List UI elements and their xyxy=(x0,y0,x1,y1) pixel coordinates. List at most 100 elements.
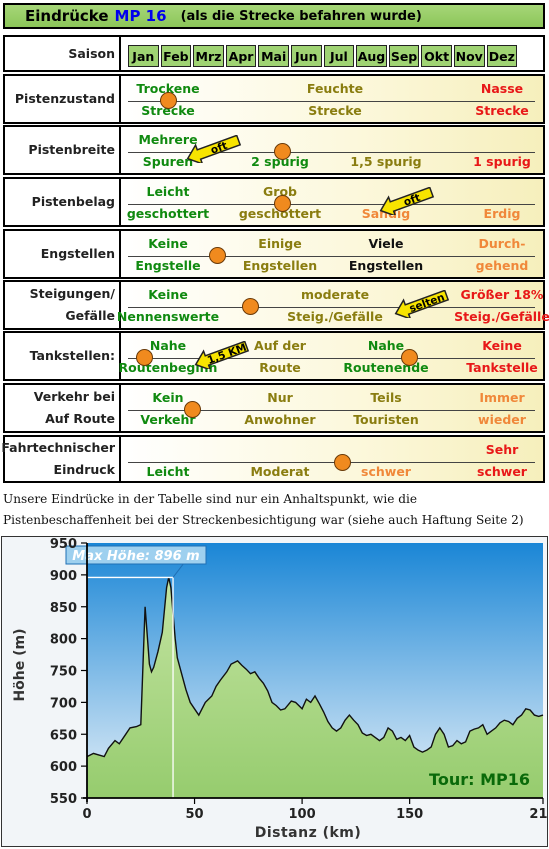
row-label-fahrtechnik: Fahrtechnischer Eindruck xyxy=(1,437,121,481)
scale-text-bottom: Strecke xyxy=(308,103,362,118)
scale-text-top: Kein xyxy=(152,390,184,405)
row-scale-engstellen: Keine Engstelle Einige Engstellen Viele Engst… xyxy=(122,231,543,277)
scale-text-bottom: Spuren xyxy=(142,154,194,169)
y-tick-label: 950 xyxy=(50,537,77,552)
row-scale-pistenzustand: Trockene Strecke Feuchte Strecke Nasse Streck… xyxy=(122,76,543,122)
scale-text-bottom: Strecke xyxy=(475,103,529,118)
header-route: MP 16 xyxy=(114,7,167,25)
row-scale-pistenbreite: Mehrere Spuren 2 spurig 1,5 spurig 1 spurig o… xyxy=(122,127,543,173)
scale-text-bottom: Steig./Gefälle xyxy=(454,309,549,324)
row-label-pistenbreite: Pistenbreite xyxy=(5,127,121,173)
scale-text-bottom: gehend xyxy=(475,258,529,273)
y-tick-label: 550 xyxy=(50,792,77,807)
month-nov: Nov xyxy=(453,45,485,67)
scale-text-bottom: Moderat xyxy=(250,464,310,479)
elevation-chart-svg: Max Höhe: 896 m Tour: MP16 550 600 650 700 750… xyxy=(12,537,549,841)
scale-line xyxy=(128,358,535,359)
table-note: Unsere Eindrücke in der Tabelle sind nur… xyxy=(3,492,524,527)
x-tick-label: 212 xyxy=(529,807,547,822)
scale-text-top: Nur xyxy=(267,390,293,405)
rating-marker-dot xyxy=(242,298,259,315)
scale-text-bottom: Engstellen xyxy=(242,258,318,273)
annotation-box xyxy=(65,545,207,565)
scale-text-bottom: schwer xyxy=(477,464,527,479)
hint-arrow-label: 1,5 KM xyxy=(206,342,248,367)
month-okt: Okt xyxy=(421,45,452,67)
hint-arrow-label: oft xyxy=(402,192,422,209)
hint-arrow: selten xyxy=(394,290,450,318)
month-jul: Jul xyxy=(323,45,355,67)
scale-text-bottom: geschottert xyxy=(238,206,322,221)
rating-marker-dot xyxy=(136,349,153,366)
scale-text-bottom: Leicht xyxy=(146,464,190,479)
row-label-pistenzustand: Pistenzustand xyxy=(5,76,121,122)
hint-arrow: oft xyxy=(379,187,435,215)
row-pistenbreite: Pistenbreite Mehrere Spuren 2 spurig 1,5 spu… xyxy=(3,125,545,175)
row-fahrtechnik: Fahrtechnischer Eindruck Leicht Moderat schw… xyxy=(1,435,545,483)
scale-text-bottom: Erdig xyxy=(483,206,521,221)
row-scale-pistenbelag: Leicht geschottert Grob geschottert Sandig Er… xyxy=(122,179,543,225)
scale-text-top: Feuchte xyxy=(306,81,364,96)
scale-text-top: Immer xyxy=(479,390,525,405)
month-apr: Apr xyxy=(225,45,257,67)
scale-text-bottom: geschottert xyxy=(126,206,210,221)
y-tick-label: 750 xyxy=(50,665,77,680)
month-jan: Jan xyxy=(128,45,159,67)
scale-text-top: Durch- xyxy=(478,236,526,251)
rating-marker-dot xyxy=(184,401,201,418)
row-verkehr: Verkehr bei Auf Route Kein Verkehr Nur Anwohn… xyxy=(3,383,545,433)
row-label-text: Tankstellen: xyxy=(29,348,115,363)
row-label-steigungen: Steigungen/Gefälle xyxy=(5,282,121,328)
scale-line xyxy=(128,462,535,463)
month-mai: Mai xyxy=(258,45,289,67)
row-scale-verkehr: Kein Verkehr Nur Anwohner Teils Touristen Imme… xyxy=(122,385,543,431)
month-sep: Sep xyxy=(388,45,420,67)
row-engstellen: Engstellen Keine Engstelle Einige Engstellen… xyxy=(3,229,545,279)
rating-marker-dot xyxy=(334,454,351,471)
month-aug: Aug xyxy=(356,45,387,67)
scale-text-top: Viele xyxy=(368,236,404,251)
y-tick-label: 900 xyxy=(50,569,77,584)
month-mrz: Mrz xyxy=(193,45,224,67)
row-label-engstellen: Engstellen xyxy=(5,231,121,277)
scale-text-bottom: Touristen xyxy=(353,412,419,427)
scale-text-top: Leicht xyxy=(146,184,190,199)
scale-text-bottom: Engstelle xyxy=(135,258,201,273)
scale-text-top: Nahe xyxy=(367,338,405,353)
max-height-label: Max Höhe: 896 m xyxy=(72,549,199,564)
hint-arrow: oft xyxy=(186,135,242,163)
scale-text-bottom: Tankstelle xyxy=(466,360,538,375)
scale-text-bottom: Strecke xyxy=(141,103,195,118)
row-label-text: Steigungen/ xyxy=(29,286,115,301)
scale-text-bottom: Steig./Gefälle xyxy=(287,309,383,324)
month-feb: Feb xyxy=(160,45,192,67)
scale-text-top: Grob xyxy=(263,184,297,199)
header-title: Eindrücke xyxy=(25,7,109,25)
page-header: Eindrücke MP 16 (als die Strecke befahre… xyxy=(3,3,545,29)
rating-marker-dot xyxy=(401,349,418,366)
hint-arrow: 1,5 KM xyxy=(194,341,250,369)
scale-text-bottom: 1,5 spurig xyxy=(350,154,422,169)
row-steigungen: Steigungen/Gefälle Keine Nennenswerte moder… xyxy=(3,280,549,330)
row-label-text: Auf Route xyxy=(45,411,115,426)
y-axis-label: Höhe (m) xyxy=(12,628,28,701)
x-tick-label: 100 xyxy=(289,807,316,822)
scale-text-top: Nasse xyxy=(480,81,524,96)
row-label-text: Verkehr bei xyxy=(33,389,115,404)
y-tick-label: 600 xyxy=(50,760,77,775)
row-pistenbelag: Pistenbelag Leicht geschottert Grob geschott… xyxy=(3,177,545,227)
scale-text-top: moderate xyxy=(300,287,370,302)
rating-marker-dot xyxy=(209,247,226,264)
scale-text-top: Keine xyxy=(148,236,188,251)
row-label-text: Eindruck xyxy=(53,462,115,477)
scale-text-top: Sehr xyxy=(485,442,519,457)
scale-text-top: Nahe xyxy=(149,338,187,353)
month-jun: Jun xyxy=(290,45,322,67)
scale-text-top: Trockene xyxy=(136,81,200,96)
scale-text-bottom: Route xyxy=(259,360,301,375)
scale-text-bottom: schwer xyxy=(361,464,411,479)
rating-marker-dot xyxy=(160,92,177,109)
scale-text-top: Mehrere xyxy=(138,132,198,147)
season-row: Saison Jan Feb Mrz Apr Mai Jun Jul Aug Sep Okt Nov… xyxy=(3,35,545,72)
scale-text-top: Einige xyxy=(258,236,302,251)
